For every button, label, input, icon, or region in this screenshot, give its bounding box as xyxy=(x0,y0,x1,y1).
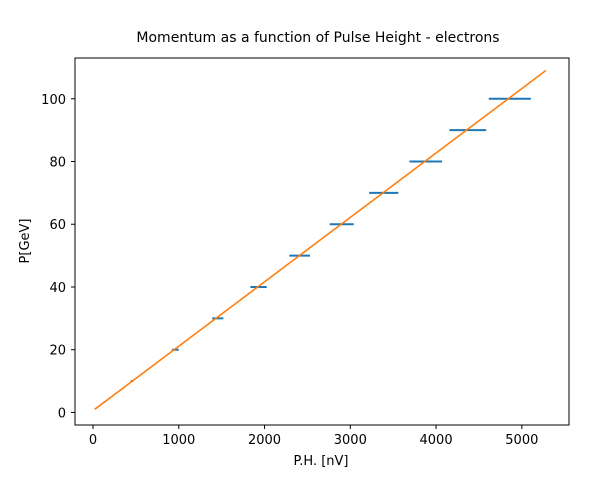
y-tick-label: 20 xyxy=(49,344,66,359)
x-tick-label: 2000 xyxy=(248,433,281,448)
x-tick-label: 1000 xyxy=(162,433,195,448)
y-axis: 0 20 40 60 80 100 xyxy=(41,93,75,421)
x-axis-label: P.H. [nV] xyxy=(293,454,348,469)
y-tick-label: 40 xyxy=(49,281,66,296)
x-tick-label: 4000 xyxy=(420,433,453,448)
plot-area xyxy=(94,69,547,410)
x-tick-label: 0 xyxy=(89,433,97,448)
x-axis: 0 1000 2000 3000 4000 5000 xyxy=(89,425,538,448)
y-tick-label: 100 xyxy=(41,93,66,108)
x-tick-label: 3000 xyxy=(334,433,367,448)
y-tick-label: 60 xyxy=(49,218,66,233)
chart-title: Momentum as a function of Pulse Height -… xyxy=(136,30,499,46)
y-axis-label: P[GeV] xyxy=(18,219,33,264)
x-tick-label: 5000 xyxy=(505,433,538,448)
y-tick-label: 80 xyxy=(49,156,66,171)
plot-frame xyxy=(74,57,570,426)
fit-line xyxy=(94,69,547,410)
y-tick-label: 0 xyxy=(58,406,66,421)
